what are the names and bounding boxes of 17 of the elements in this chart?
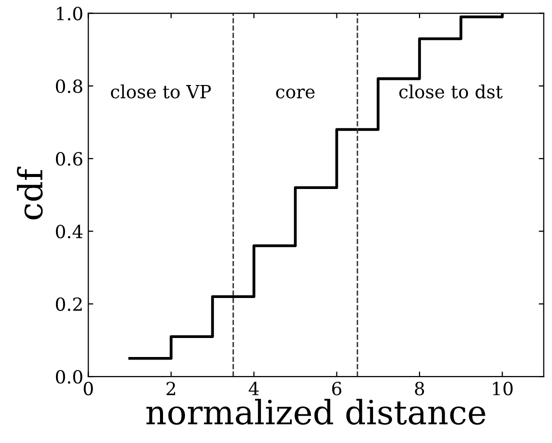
annotation: core xyxy=(276,88,315,98)
y-tick-label: 0.2 xyxy=(56,297,82,312)
y-axis-title: cdf xyxy=(16,166,43,220)
annotation: close to VP xyxy=(110,84,211,98)
annotation: close to dst xyxy=(399,84,503,98)
y-tick-label: 0.4 xyxy=(56,224,83,238)
x-tick-label: 10 xyxy=(493,382,513,396)
y-tick-label: 0.6 xyxy=(56,152,82,166)
y-tick-label: 0.8 xyxy=(56,79,82,94)
y-tick-label: 0.0 xyxy=(56,370,82,384)
x-tick-label: 0 xyxy=(84,382,93,396)
x-tick-label: 2 xyxy=(166,382,176,396)
x-tick-label: 8 xyxy=(414,382,424,396)
x-tick-label: 6 xyxy=(332,382,342,396)
x-tick-label: 4 xyxy=(248,382,259,396)
x-axis-title: normalized distance xyxy=(146,398,486,425)
y-tick-label: 1.0 xyxy=(56,6,82,20)
